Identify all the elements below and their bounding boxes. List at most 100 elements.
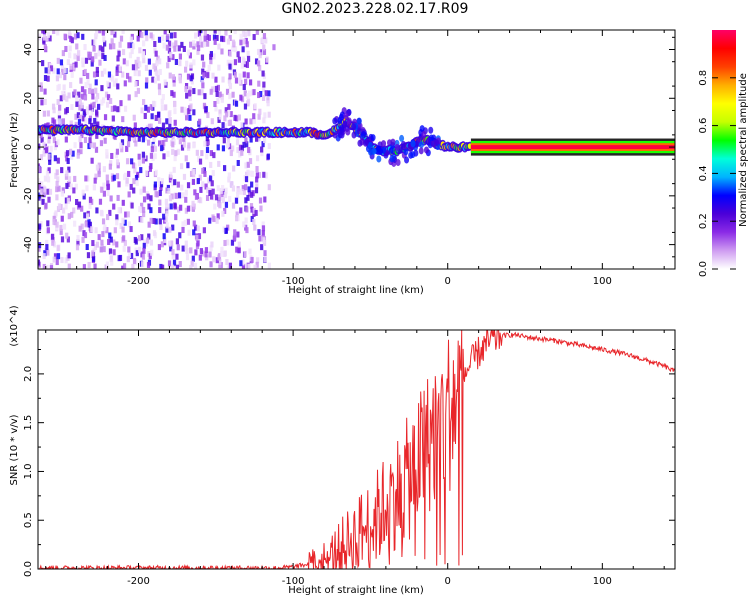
noise-speckle bbox=[220, 246, 224, 253]
noise-speckle bbox=[119, 142, 123, 149]
noise-speckle bbox=[200, 150, 204, 157]
noise-speckle bbox=[144, 64, 149, 71]
noise-speckle bbox=[43, 88, 47, 95]
noise-speckle bbox=[70, 104, 74, 111]
noise-speckle bbox=[157, 177, 161, 184]
noise-speckle bbox=[43, 44, 47, 51]
noise-speckle bbox=[249, 118, 253, 125]
noise-speckle bbox=[38, 259, 41, 266]
noise-speckle bbox=[38, 242, 42, 249]
noise-speckle bbox=[171, 148, 175, 155]
noise-speckle bbox=[127, 42, 131, 49]
noise-speckle bbox=[55, 75, 60, 82]
noise-speckle bbox=[244, 184, 248, 191]
noise-speckle bbox=[201, 68, 205, 75]
noise-speckle bbox=[217, 254, 221, 261]
noise-speckle bbox=[139, 167, 143, 174]
noise-speckle bbox=[246, 194, 250, 201]
noise-speckle bbox=[245, 41, 249, 48]
noise-speckle bbox=[61, 207, 66, 214]
noise-speckle bbox=[137, 70, 141, 77]
noise-speckle bbox=[88, 137, 92, 144]
noise-speckle bbox=[98, 198, 103, 205]
noise-speckle bbox=[139, 188, 143, 195]
noise-speckle bbox=[168, 123, 172, 130]
noise-speckle bbox=[244, 137, 248, 144]
noise-speckle bbox=[209, 53, 213, 60]
ridge-spread bbox=[356, 117, 362, 125]
noise-speckle bbox=[263, 256, 267, 263]
x-tick-label: -200 bbox=[127, 576, 150, 587]
noise-speckle bbox=[142, 242, 146, 249]
noise-speckle bbox=[267, 111, 271, 118]
noise-speckle bbox=[127, 246, 131, 253]
noise-speckle bbox=[191, 178, 196, 185]
ridge-spread bbox=[339, 126, 345, 134]
noise-speckle bbox=[102, 166, 106, 173]
noise-speckle bbox=[154, 169, 158, 176]
noise-speckle bbox=[49, 265, 54, 269]
noise-speckle bbox=[227, 176, 231, 183]
noise-speckle bbox=[258, 235, 262, 242]
noise-speckle bbox=[257, 172, 262, 179]
noise-speckle bbox=[190, 78, 194, 85]
noise-speckle bbox=[225, 88, 230, 95]
noise-speckle bbox=[209, 161, 213, 168]
noise-speckle bbox=[47, 167, 51, 174]
noise-speckle bbox=[233, 59, 238, 66]
noise-speckle bbox=[254, 58, 259, 65]
noise-speckle bbox=[253, 224, 257, 231]
noise-speckle bbox=[39, 188, 43, 195]
noise-speckle bbox=[172, 80, 176, 87]
noise-speckle bbox=[246, 50, 250, 57]
noise-speckle bbox=[194, 193, 199, 200]
noise-speckle bbox=[90, 88, 95, 95]
noise-speckle bbox=[62, 223, 67, 230]
noise-speckle bbox=[122, 245, 126, 252]
noise-speckle bbox=[127, 170, 131, 177]
noise-speckle bbox=[102, 36, 106, 43]
noise-speckle bbox=[84, 175, 88, 182]
snr-y-multiplier: (x10^4) bbox=[9, 305, 20, 346]
noise-speckle bbox=[242, 189, 246, 196]
noise-speckle bbox=[185, 114, 189, 121]
noise-speckle bbox=[172, 166, 176, 173]
noise-speckle bbox=[91, 56, 95, 63]
noise-speckle bbox=[246, 93, 250, 100]
noise-speckle bbox=[66, 236, 70, 243]
noise-speckle bbox=[240, 122, 244, 129]
noise-speckle bbox=[231, 91, 235, 98]
noise-speckle bbox=[253, 264, 257, 269]
noise-speckle bbox=[225, 259, 229, 266]
noise-speckle bbox=[242, 71, 246, 78]
noise-speckle bbox=[218, 109, 222, 116]
noise-speckle bbox=[121, 265, 125, 269]
noise-speckle bbox=[96, 121, 100, 128]
noise-speckle bbox=[114, 78, 118, 85]
noise-speckle bbox=[80, 205, 84, 212]
noise-speckle bbox=[45, 264, 49, 269]
noise-speckle bbox=[51, 117, 55, 124]
noise-speckle bbox=[46, 110, 50, 117]
noise-speckle bbox=[184, 240, 188, 247]
noise-speckle bbox=[79, 148, 83, 155]
noise-speckle bbox=[163, 30, 167, 35]
x-tick-label: 100 bbox=[593, 276, 612, 287]
noise-speckle bbox=[83, 232, 88, 239]
noise-speckle bbox=[246, 169, 250, 176]
noise-speckle bbox=[128, 52, 133, 59]
noise-speckle bbox=[254, 187, 259, 194]
noise-speckle bbox=[262, 81, 266, 88]
noise-speckle bbox=[204, 247, 209, 254]
noise-speckle bbox=[181, 226, 185, 233]
noise-speckle bbox=[56, 139, 60, 146]
noise-speckle bbox=[49, 145, 53, 152]
noise-speckle bbox=[67, 92, 71, 99]
noise-speckle bbox=[90, 109, 94, 116]
noise-speckle bbox=[141, 40, 146, 47]
noise-speckle bbox=[112, 249, 116, 256]
noise-speckle bbox=[234, 197, 239, 204]
noise-speckle bbox=[158, 68, 162, 75]
noise-speckle bbox=[63, 33, 67, 40]
noise-speckle bbox=[101, 231, 105, 238]
